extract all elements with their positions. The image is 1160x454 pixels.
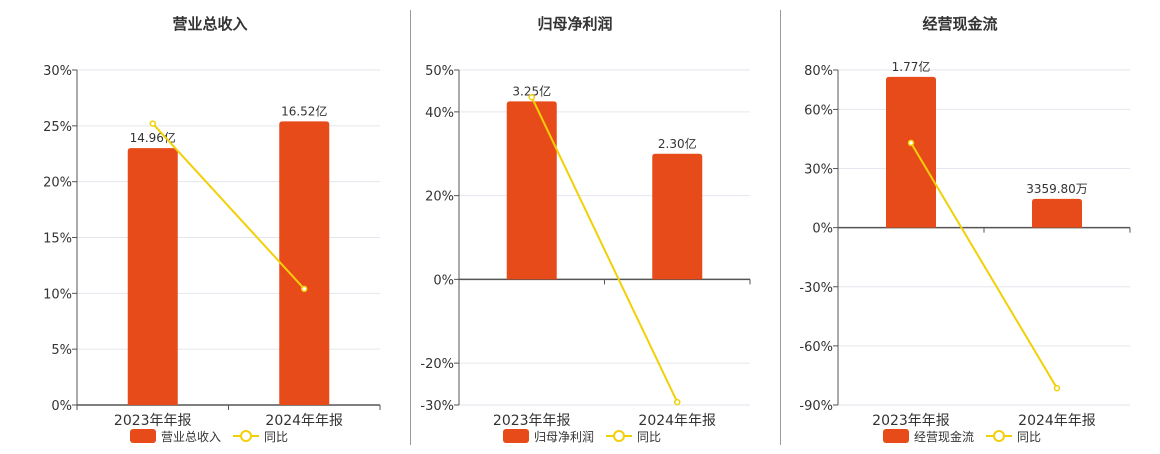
chart-title: 营业总收入 — [172, 15, 247, 33]
yoy-point — [674, 398, 681, 406]
chart-net-profit: 归母净利润 -30% -20% 0% 20% 40% 50% 3.25亿 2.30亿 2023年年… — [420, 15, 751, 444]
chart-panel-net-profit: 归母净利润 -30% -20% 0% 20% 40% 50% 3.25亿 2.30亿 2023年年… — [411, 0, 780, 450]
yoy-point — [1053, 385, 1061, 392]
legend-label-yoy: 同比 — [1017, 430, 1041, 444]
bar — [652, 153, 703, 280]
x-tick-label: 2024年年报 — [638, 413, 716, 429]
y-tick-label: -90% — [799, 399, 833, 414]
y-tick-label: 50% — [425, 64, 454, 79]
yoy-line — [152, 122, 305, 290]
y-tick-label: -60% — [799, 340, 833, 355]
bar — [279, 121, 330, 405]
panel-divider — [410, 10, 411, 445]
legend-marker-yoy — [240, 430, 252, 442]
y-tick-label: 30% — [43, 64, 72, 79]
yoy-line — [910, 142, 1058, 389]
yoy-point — [907, 139, 915, 147]
legend-swatch-bar — [883, 429, 909, 443]
bar-value-label: 14.96亿 — [130, 130, 176, 145]
yoy-point — [301, 285, 308, 293]
yoy-point — [528, 93, 535, 101]
bar — [506, 101, 557, 280]
legend-label-bar: 归母净利润 — [534, 430, 594, 444]
legend-label-bar: 经营现金流 — [914, 429, 974, 444]
bar-value-label: 3.25亿 — [512, 83, 551, 98]
y-tick-label: -30% — [420, 399, 454, 414]
y-tick-label: 0% — [812, 222, 833, 237]
x-tick-label: 2023年年报 — [114, 413, 192, 429]
legend-marker-yoy — [613, 430, 625, 442]
y-tick-label: 25% — [43, 120, 72, 135]
y-tick-label: -20% — [420, 357, 454, 372]
chart-title: 归母净利润 — [537, 15, 612, 33]
y-tick-label: 40% — [425, 106, 454, 121]
yoy-line — [530, 96, 679, 403]
y-tick-label: 80% — [804, 64, 833, 79]
legend-swatch-bar — [130, 429, 156, 443]
y-tick-label: 0% — [51, 399, 72, 414]
x-tick-label: 2023年年报 — [872, 413, 950, 429]
panel-divider — [780, 10, 781, 445]
y-tick-label: 5% — [51, 343, 72, 358]
x-tick-label: 2024年年报 — [1018, 413, 1096, 429]
chart-cash-flow: 经营现金流 -90% -60% -30% 0% 30% 60% 80% 1.77亿 3359.80… — [799, 15, 1131, 444]
chart-panel-cash-flow: 经营现金流 -90% -60% -30% 0% 30% 60% 80% 1.77亿 3359.80… — [781, 0, 1160, 450]
legend-marker-yoy — [993, 430, 1005, 442]
yoy-point — [149, 120, 156, 127]
y-tick-label: 60% — [804, 103, 833, 118]
chart-revenue: 营业总收入 0% 5% 10% 15% 20% 25% 30% 14.96亿 16.52亿 2023… — [43, 15, 381, 444]
bar — [886, 76, 936, 228]
y-tick-label: 15% — [43, 232, 72, 247]
bar-value-label: 16.52亿 — [281, 103, 327, 118]
y-tick-label: 30% — [804, 163, 833, 178]
x-tick-label: 2023年年报 — [493, 413, 571, 429]
bar-value-label: 3359.80万 — [1026, 182, 1088, 196]
y-tick-label: -30% — [799, 281, 833, 296]
legend-label-yoy: 同比 — [264, 430, 288, 444]
y-tick-label: 10% — [43, 287, 72, 302]
chart-panel-revenue: 营业总收入 0% 5% 10% 15% 20% 25% 30% 14.96亿 16.52亿 2023… — [0, 0, 410, 450]
y-tick-label: 0% — [433, 273, 454, 288]
chart-title: 经营现金流 — [922, 15, 997, 33]
bar-value-label: 1.77亿 — [892, 59, 931, 74]
legend-label-yoy: 同比 — [637, 430, 661, 444]
y-tick-label: 20% — [425, 190, 454, 205]
y-tick-label: 20% — [43, 176, 72, 191]
bar-value-label: 2.30亿 — [658, 136, 697, 151]
legend-swatch-bar — [503, 429, 529, 443]
bar — [1032, 198, 1082, 228]
legend-label-bar: 营业总收入 — [161, 430, 221, 444]
bar — [127, 148, 178, 405]
x-tick-label: 2024年年报 — [265, 413, 343, 429]
